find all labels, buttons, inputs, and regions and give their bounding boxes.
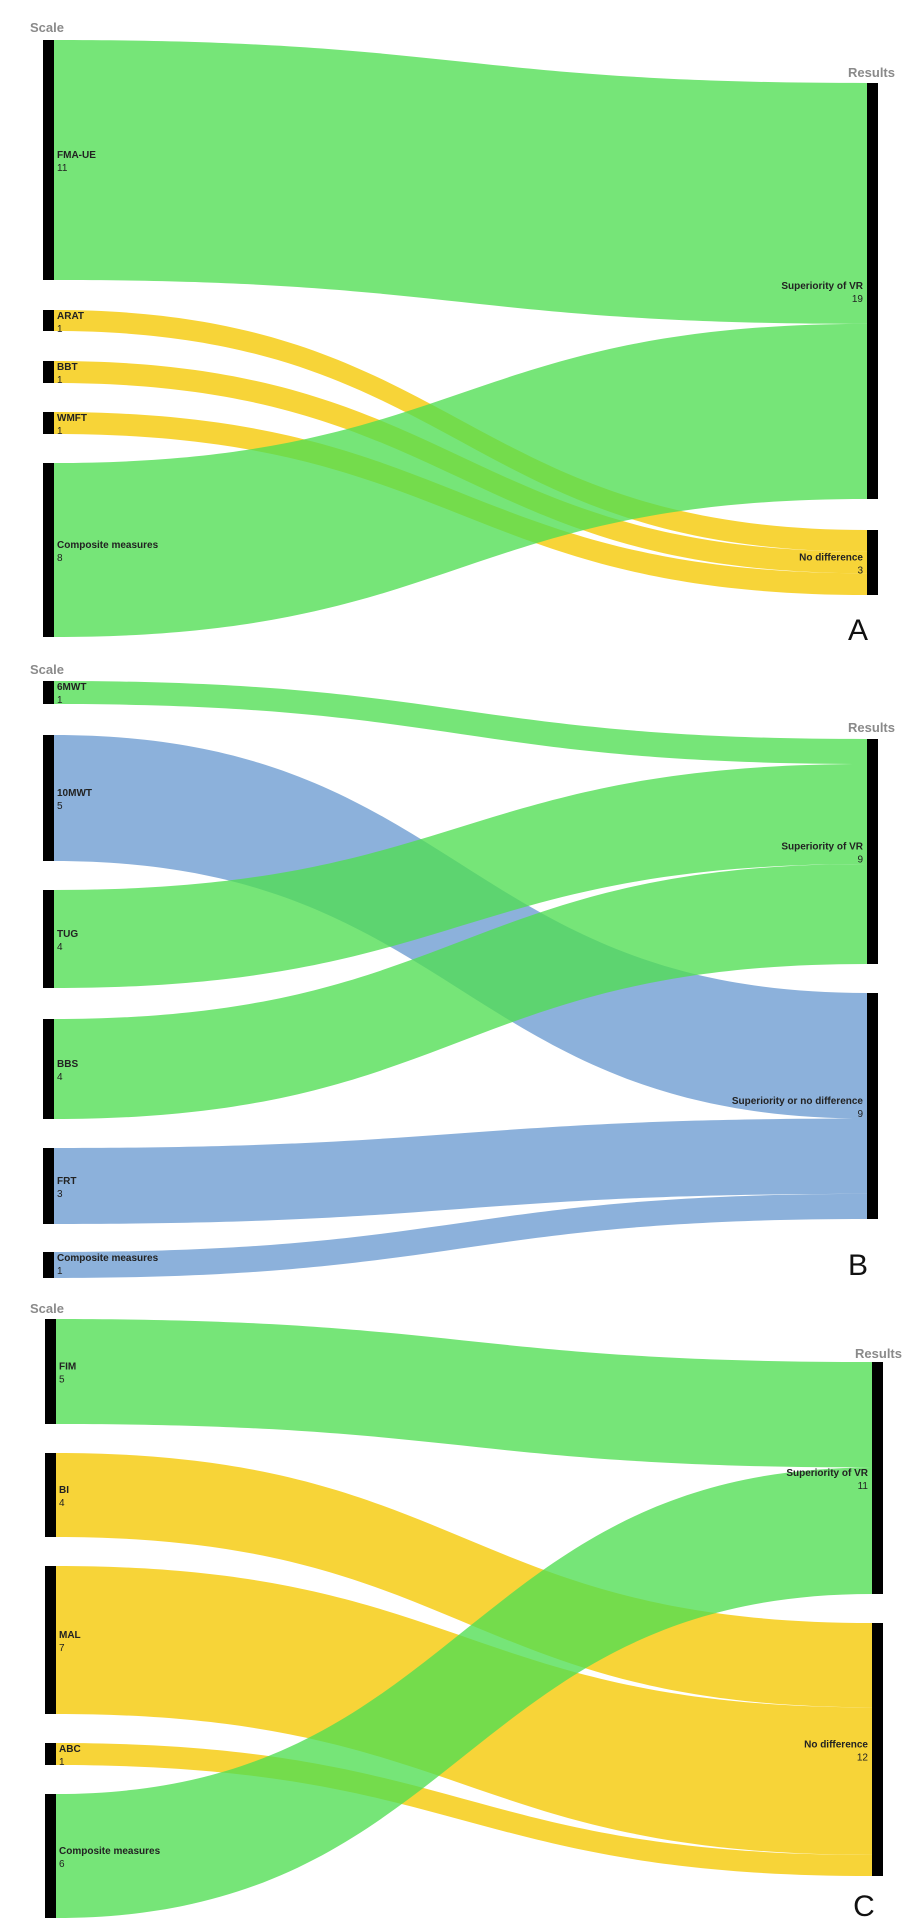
target-node-no-difference	[872, 1623, 883, 1876]
target-node-superiority-or-no-difference	[867, 993, 878, 1219]
link-frt-to-superiority-or-no-difference	[54, 1118, 867, 1224]
source-label: 10MWT	[57, 788, 92, 799]
source-label: WMFT	[57, 413, 87, 424]
link-bbs-to-superiority-of-vr	[54, 864, 867, 1119]
target-count: 12	[857, 1753, 869, 1764]
panel-letter: A	[848, 614, 868, 647]
links-c	[56, 1319, 872, 1918]
link-composite-measures-to-superiority-or-no-difference	[54, 1193, 867, 1278]
results-header: Results	[848, 65, 895, 80]
links-b	[54, 681, 867, 1278]
panel-b: 6MWT 1 10MWT 5 TUG 4 BBS 4 FRT 3 Composite measure…	[30, 662, 895, 1282]
target-label: Superiority or no difference	[732, 1096, 864, 1107]
source-node-composite-measures	[43, 463, 54, 637]
link-fma-ue-to-superiority-of-vr	[54, 40, 867, 324]
source-label: Composite measures	[57, 1253, 159, 1264]
source-count: 1	[57, 375, 63, 386]
results-header: Results	[848, 720, 895, 735]
source-node-wmft	[43, 412, 54, 434]
target-node-superiority-of-vr	[872, 1362, 883, 1594]
target-count: 9	[857, 855, 863, 866]
target-count: 11	[858, 1481, 869, 1492]
source-node-fim	[45, 1319, 56, 1424]
link-composite-measures-to-superiority-of-vr	[54, 323, 867, 637]
results-header: Results	[855, 1346, 902, 1361]
source-node-mal	[45, 1566, 56, 1714]
source-count: 1	[57, 324, 63, 335]
target-count: 19	[852, 294, 864, 305]
target-node-superiority-of-vr	[867, 83, 878, 499]
source-label: MAL	[59, 1630, 81, 1641]
link-composite-measures-to-superiority-of-vr	[56, 1467, 872, 1918]
source-node-10mwt	[43, 735, 54, 861]
target-label: Superiority of VR	[781, 281, 863, 292]
panel-a: FMA-UE 11 ARAT 1 BBT 1 WMFT 1 Composite measures…	[30, 20, 895, 647]
source-label: BI	[59, 1485, 69, 1496]
link-10mwt-to-superiority-or-no-difference	[54, 735, 867, 1119]
target-count: 9	[857, 1109, 863, 1120]
source-count: 1	[57, 426, 63, 437]
source-node-6mwt	[43, 681, 54, 704]
target-count: 3	[857, 566, 863, 577]
panel-c: FIM 5 BI 4 MAL 7 ABC 1 Composite measures 6 Superi…	[30, 1301, 902, 1922]
target-label: Superiority of VR	[786, 1468, 868, 1479]
source-count: 4	[57, 1072, 63, 1083]
target-label: Superiority of VR	[781, 842, 863, 853]
links-a	[54, 40, 867, 637]
source-label: ABC	[59, 1744, 81, 1755]
scale-header: Scale	[30, 20, 64, 35]
scale-header: Scale	[30, 1301, 64, 1316]
panel-letter: B	[848, 1249, 868, 1282]
source-node-bbt	[43, 361, 54, 383]
source-label: FIM	[59, 1362, 76, 1373]
source-count: 11	[57, 163, 68, 174]
link-tug-to-superiority-of-vr	[54, 764, 867, 988]
target-label: No difference	[804, 1740, 868, 1751]
target-node-superiority-of-vr	[867, 739, 878, 964]
source-count: 5	[57, 801, 63, 812]
source-count: 1	[57, 1266, 63, 1277]
source-node-bbs	[43, 1019, 54, 1119]
source-label: 6MWT	[57, 682, 86, 693]
source-count: 4	[57, 942, 63, 953]
source-label: BBS	[57, 1059, 78, 1070]
link-6mwt-to-superiority-of-vr	[54, 681, 867, 764]
source-node-bi	[45, 1453, 56, 1537]
source-count: 4	[59, 1498, 65, 1509]
source-count: 8	[57, 553, 63, 564]
target-label: No difference	[799, 553, 863, 564]
source-label: TUG	[57, 929, 78, 940]
source-label: Composite measures	[57, 540, 159, 551]
source-count: 1	[57, 695, 63, 706]
source-node-arat	[43, 310, 54, 331]
source-label: Composite measures	[59, 1846, 161, 1857]
source-node-fma-ue	[43, 40, 54, 280]
link-fim-to-superiority-of-vr	[56, 1319, 872, 1468]
source-label: FMA-UE	[57, 150, 96, 161]
panel-letter: C	[853, 1890, 875, 1922]
source-label: ARAT	[57, 311, 84, 322]
source-count: 1	[59, 1757, 65, 1768]
source-node-frt	[43, 1148, 54, 1224]
source-count: 3	[57, 1189, 63, 1200]
scale-header: Scale	[30, 662, 64, 677]
source-label: BBT	[57, 362, 78, 373]
link-bi-to-no-difference	[56, 1453, 872, 1708]
source-node-abc	[45, 1743, 56, 1765]
source-count: 5	[59, 1375, 65, 1386]
source-node-composite-measures	[45, 1794, 56, 1918]
source-node-tug	[43, 890, 54, 988]
target-node-no-difference	[867, 530, 878, 595]
source-count: 7	[59, 1643, 65, 1654]
source-count: 6	[59, 1859, 65, 1870]
source-node-composite-measures	[43, 1252, 54, 1278]
source-label: FRT	[57, 1176, 76, 1187]
